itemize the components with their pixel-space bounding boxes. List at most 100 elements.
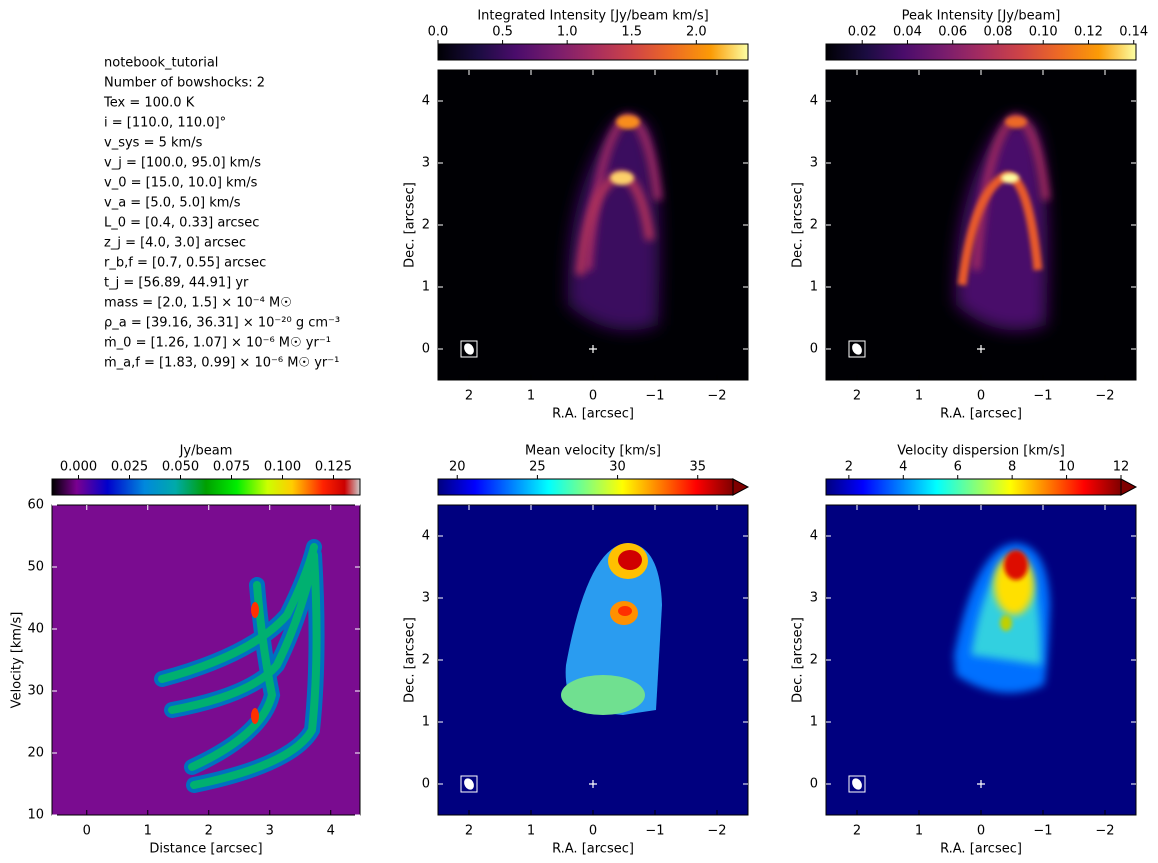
y-tick-label: 60 — [27, 498, 44, 513]
beam — [464, 778, 474, 790]
y-tick-label: 2 — [422, 653, 430, 668]
x-axis-label: R.A. [arcsec] — [552, 842, 634, 857]
image — [438, 505, 748, 815]
source-marker — [589, 345, 597, 353]
parameter-line: ρ_a = [39.16, 36.31] × 10⁻²⁰ g cm⁻³ — [104, 316, 340, 331]
image — [52, 505, 360, 815]
y-tick-label: 0 — [810, 777, 818, 792]
x-tick-label: 0 — [977, 824, 985, 839]
parameter-line: r_b,f = [0.7, 0.55] arcsec — [104, 256, 266, 271]
image-feature — [618, 550, 642, 570]
y-axis-label: Dec. [arcsec] — [403, 617, 418, 703]
x-tick-label: −1 — [645, 824, 664, 839]
y-tick-label: 2 — [422, 218, 430, 233]
x-tick-label: −2 — [707, 389, 726, 404]
x-tick-label: 0 — [977, 389, 985, 404]
x-tick-label: 0 — [83, 824, 91, 839]
y-tick-label: 50 — [27, 560, 44, 575]
x-axis-label: Distance [arcsec] — [149, 842, 262, 857]
image-feature — [190, 551, 321, 789]
parameter-line: ṁ_0 = [1.26, 1.07] × 10⁻⁶ M☉ yr⁻¹ — [104, 336, 331, 351]
y-tick-label: 3 — [422, 156, 430, 171]
y-tick-label: 0 — [810, 342, 818, 357]
image-feature — [188, 581, 277, 771]
source-marker — [977, 780, 985, 788]
colorbar-tick-label: 0.5 — [492, 25, 513, 40]
colorbar-tick-label: 8 — [1008, 460, 1016, 475]
image-feature — [251, 602, 259, 618]
parameter-line: ṁ_a,f = [1.83, 0.99] × 10⁻⁶ M☉ yr⁻¹ — [104, 356, 339, 371]
y-tick-label: 3 — [810, 156, 818, 171]
x-tick-label: −2 — [707, 824, 726, 839]
colorbar-tick-label: 0.04 — [893, 25, 922, 40]
y-axis-label: Velocity [km/s] — [10, 612, 25, 709]
colorbar-label: Velocity dispersion [km/s] — [897, 444, 1065, 459]
beam-box — [460, 340, 478, 358]
y-tick-label: 10 — [27, 808, 44, 823]
colorbar-tick-label: 20 — [449, 460, 466, 475]
colorbar-tick-label: 0.14 — [1119, 25, 1148, 40]
image-feature — [565, 543, 662, 715]
y-tick-label: 4 — [422, 94, 430, 109]
x-axis-label: R.A. [arcsec] — [940, 407, 1022, 422]
image-feature — [955, 116, 1048, 331]
parameter-line: Tex = 100.0 K — [103, 96, 195, 111]
y-tick-label: 2 — [810, 218, 818, 233]
colorbar-tick-label: 6 — [954, 460, 962, 475]
x-axis-label: R.A. [arcsec] — [940, 842, 1022, 857]
colorbar-tick-label: 4 — [899, 460, 907, 475]
y-tick-label: 2 — [810, 653, 818, 668]
y-tick-label: 20 — [27, 746, 44, 761]
y-tick-label: 40 — [27, 622, 44, 637]
colorbar-tick-label: 0.06 — [938, 25, 967, 40]
image-feature — [567, 116, 660, 331]
y-tick-label: 4 — [810, 94, 818, 109]
image-feature — [158, 543, 318, 683]
x-axis-label: R.A. [arcsec] — [552, 407, 634, 422]
colorbar — [51, 478, 361, 496]
colorbar-tick-label: 30 — [609, 460, 626, 475]
colorbar-tick-label: 0.08 — [983, 25, 1012, 40]
parameter-line: i = [110.0, 110.0]° — [104, 116, 226, 131]
x-tick-label: 2 — [853, 389, 861, 404]
parameter-line: v_a = [5.0, 5.0] km/s — [104, 196, 241, 211]
source-marker — [589, 780, 597, 788]
colorbar-extend — [1120, 478, 1138, 496]
x-tick-label: 4 — [327, 824, 335, 839]
colorbar-tick-label: 0.025 — [111, 460, 148, 475]
colorbar-label: Mean velocity [km/s] — [525, 444, 661, 459]
colorbar-tick-label: 0.12 — [1074, 25, 1103, 40]
beam — [852, 343, 862, 355]
colorbar-tick-label: 1.0 — [557, 25, 578, 40]
colorbar-tick-label: 25 — [529, 460, 546, 475]
colorbar — [437, 43, 749, 61]
image — [826, 505, 1136, 815]
image-feature — [610, 171, 634, 185]
colorbar-tick-label: 0.050 — [162, 460, 199, 475]
parameter-line: t_j = [56.89, 44.91] yr — [104, 276, 249, 291]
colorbar-label: Peak Intensity [Jy/beam] — [902, 9, 1061, 24]
source-marker — [977, 345, 985, 353]
image-feature — [1004, 550, 1028, 580]
beam-box — [848, 340, 866, 358]
x-tick-label: 2 — [853, 824, 861, 839]
image — [438, 70, 748, 380]
image-feature — [618, 606, 632, 616]
x-tick-label: 2 — [465, 824, 473, 839]
colorbar-extend — [732, 478, 750, 496]
colorbar-label: Jy/beam — [179, 444, 233, 459]
x-tick-label: 0 — [589, 824, 597, 839]
colorbar-tick-label: 0.125 — [315, 460, 352, 475]
colorbar-tick-label: 0.02 — [848, 25, 877, 40]
x-tick-label: −2 — [1095, 824, 1114, 839]
colorbar-label: Integrated Intensity [Jy/beam km/s] — [477, 9, 708, 24]
y-tick-label: 0 — [422, 777, 430, 792]
x-tick-label: 3 — [266, 824, 274, 839]
parameter-line: Number of bowshocks: 2 — [104, 76, 265, 91]
colorbar-tick-label: 35 — [689, 460, 706, 475]
y-tick-label: 4 — [422, 529, 430, 544]
x-tick-label: 2 — [205, 824, 213, 839]
y-tick-label: 4 — [810, 529, 818, 544]
beam — [852, 778, 862, 790]
image-feature — [561, 675, 645, 715]
